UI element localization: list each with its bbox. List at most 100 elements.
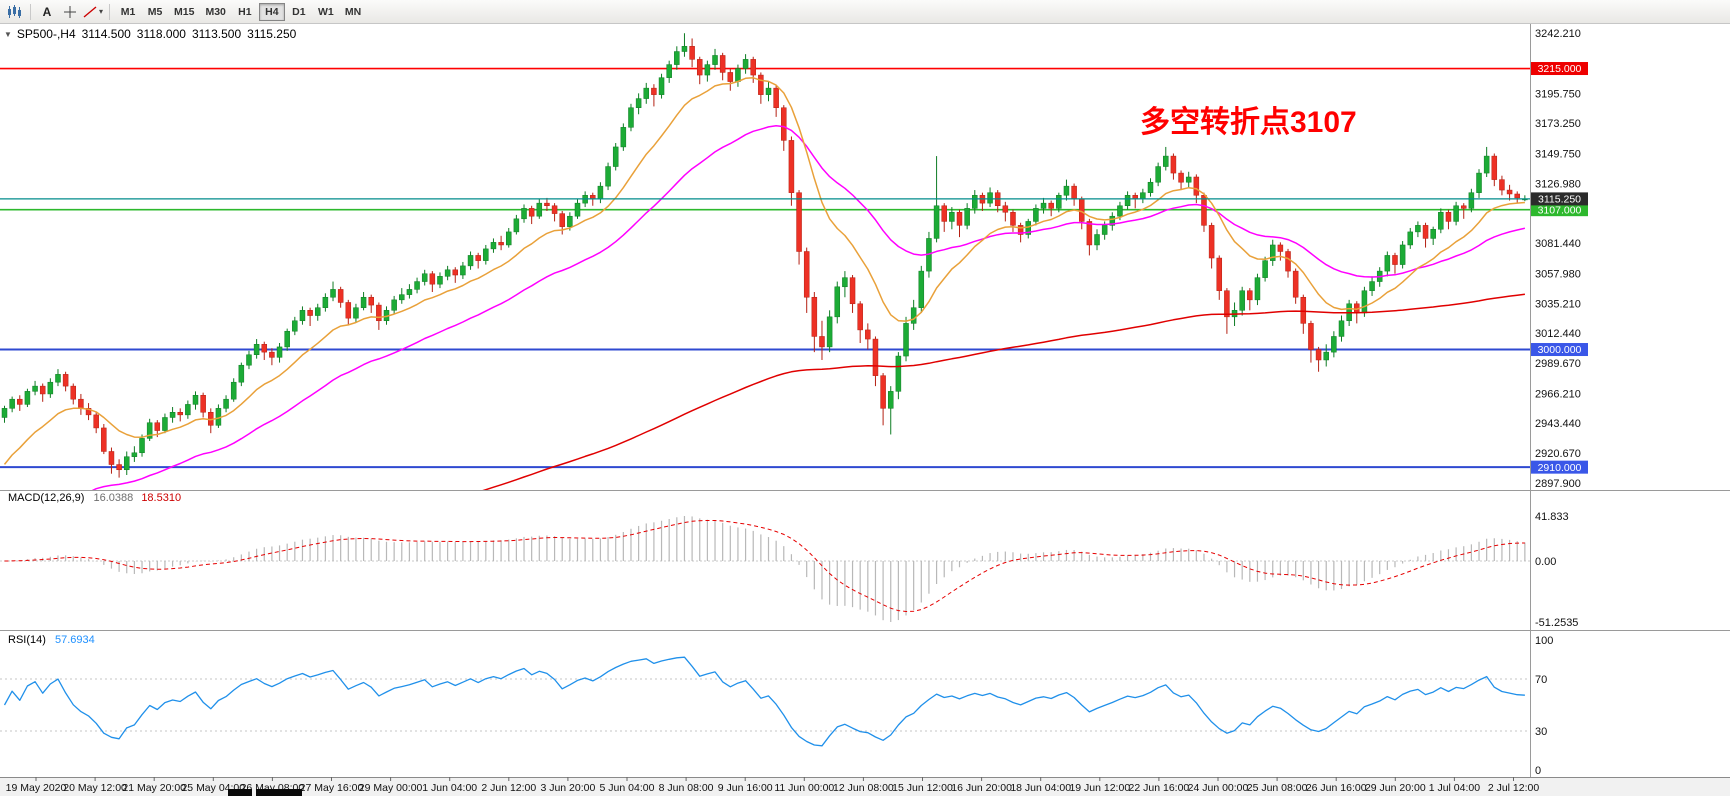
candle-body <box>406 289 413 295</box>
main-plot <box>0 33 1530 490</box>
crosshair-tool-button[interactable] <box>59 2 81 22</box>
time-axis-label: 16 Jun 20:00 <box>951 782 1012 794</box>
candle-body <box>605 166 611 187</box>
price-axis[interactable] <box>1531 24 1730 777</box>
candle-body <box>1315 349 1322 361</box>
chart-canvas[interactable]: 3242.210 3195.750 3173.250 3149.750 3126.980… <box>0 24 1730 796</box>
candle-body <box>192 395 199 405</box>
candle-body <box>360 296 367 308</box>
candle-body <box>1155 166 1161 183</box>
candle-body <box>353 307 359 319</box>
candle-body <box>658 77 665 95</box>
price-axis-label: 3173.250 <box>1535 118 1581 130</box>
price-axis-label: 3012.440 <box>1535 328 1581 340</box>
candle-body <box>727 72 734 82</box>
candle-body <box>1208 225 1215 259</box>
candle-body <box>200 395 206 413</box>
candle-body <box>1308 323 1314 350</box>
candle-body <box>414 281 420 290</box>
candle-body <box>1101 225 1108 235</box>
candle-body <box>1399 244 1406 265</box>
candle-body <box>574 202 581 217</box>
time-axis[interactable] <box>0 777 1730 796</box>
candle-body <box>696 59 703 76</box>
candle-body <box>368 296 374 306</box>
toolbar-separator <box>30 3 31 20</box>
candle-body <box>735 68 741 82</box>
candle-body <box>681 46 688 52</box>
level-badge <box>1531 203 1588 217</box>
rsi-axis-label: 100 <box>1535 635 1553 647</box>
candle-body <box>253 344 260 356</box>
timeframe-d1-button[interactable]: D1 <box>286 3 312 21</box>
candle-body <box>956 212 963 226</box>
candle-body <box>1453 205 1459 222</box>
price-axis-label: 3057.980 <box>1535 269 1581 281</box>
candle-body <box>146 422 153 439</box>
macd-axis-label: -51.2535 <box>1535 617 1578 629</box>
candle-body <box>1499 179 1505 191</box>
candle-body <box>750 59 756 76</box>
candle-body <box>322 296 329 308</box>
candle-body <box>169 412 176 418</box>
candle-body <box>421 273 428 282</box>
timeframe-m5-button[interactable]: M5 <box>142 3 168 21</box>
candle-body <box>1277 244 1284 252</box>
candle-body <box>1384 255 1391 272</box>
timeframe-w1-button[interactable]: W1 <box>313 3 339 21</box>
candle-body <box>9 398 15 409</box>
text-tool-button[interactable]: A <box>36 2 58 22</box>
candle-body <box>1017 225 1024 235</box>
candle-body <box>483 248 489 261</box>
timeframe-h4-button[interactable]: H4 <box>258 2 285 21</box>
candle-body <box>1269 244 1276 261</box>
candle-body <box>567 215 573 227</box>
trendline-tool-button[interactable]: ▾ <box>82 2 104 22</box>
chart-type-button[interactable] <box>3 2 25 22</box>
candle-body <box>1140 192 1146 200</box>
timeframe-m1-button[interactable]: M1 <box>115 3 141 21</box>
candle-body <box>1040 202 1047 209</box>
candle-body <box>1063 185 1070 196</box>
chart-area: 3242.210 3195.750 3173.250 3149.750 3126.980… <box>0 24 1730 796</box>
price-axis-label: 3081.440 <box>1535 238 1581 250</box>
candle-body <box>154 422 161 431</box>
candle-body <box>918 270 925 308</box>
candle-body <box>299 310 306 322</box>
candle-body <box>1415 225 1421 233</box>
candle-body <box>1285 251 1291 272</box>
rsi-axis-label: 0 <box>1535 765 1541 777</box>
candle-body <box>910 307 917 324</box>
one-click-trading-icon[interactable]: ▼ <box>4 29 12 39</box>
candle-body <box>246 354 252 366</box>
timeframe-m30-button[interactable]: M30 <box>200 3 230 21</box>
candle-body <box>437 276 443 285</box>
level-badge-label: 3000.000 <box>1538 344 1582 356</box>
time-axis-label: 8 Jun 08:00 <box>659 782 714 794</box>
candle-body <box>1262 260 1268 278</box>
price-axis-label: 2989.670 <box>1535 358 1581 370</box>
timeframe-m15-button[interactable]: M15 <box>169 3 199 21</box>
candle-body <box>674 51 680 65</box>
ma-mid-line <box>91 125 1526 490</box>
time-axis-label: 3 Jun 20:00 <box>540 782 595 794</box>
candle-body <box>941 205 947 222</box>
candle-body <box>1109 215 1116 226</box>
level-badge <box>1531 343 1588 357</box>
candle-body <box>742 59 749 69</box>
candle-body <box>536 202 543 217</box>
candle-body <box>528 208 535 217</box>
timeframe-mn-button[interactable]: MN <box>340 3 366 21</box>
candle-body <box>223 398 229 409</box>
candle-body <box>842 277 848 288</box>
toolbar: A ▾ M1 M5 M15 M30 H1 H4 D1 W1 MN <box>0 0 1730 24</box>
timeframe-h1-button[interactable]: H1 <box>232 3 258 21</box>
candle-body <box>39 385 46 395</box>
candle-body <box>55 374 61 383</box>
candle-body <box>376 304 382 322</box>
macd-axis-label: 41.833 <box>1535 511 1569 523</box>
candle-body <box>758 74 764 95</box>
candle-body <box>162 417 168 431</box>
candle-body <box>230 381 237 400</box>
candle-body <box>17 398 23 405</box>
